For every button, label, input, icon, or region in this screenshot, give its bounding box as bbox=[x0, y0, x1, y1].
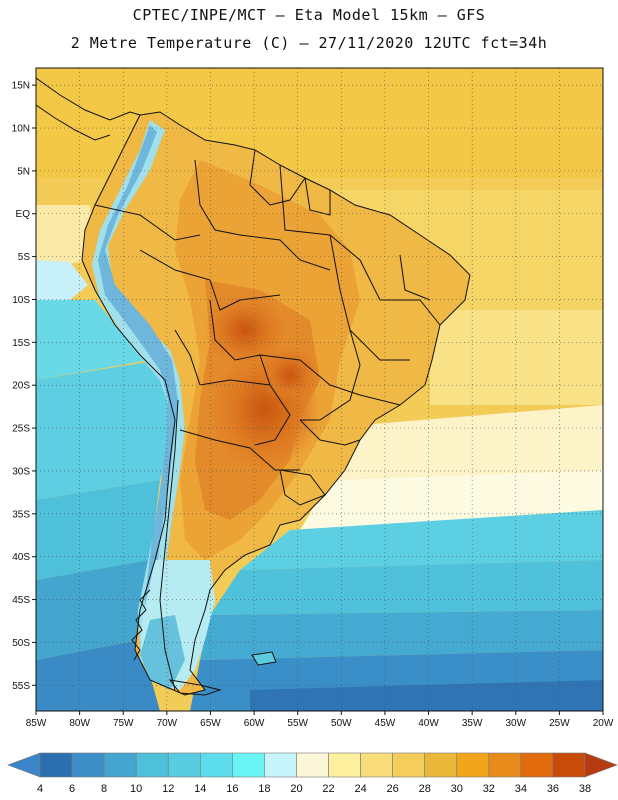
latitude-axis: 15N 10N 5N EQ 5S 10S 15S 20S 25S 30S 35S 40S 45S 50S 5… bbox=[12, 81, 36, 692]
lon-tick-label: 25W bbox=[549, 718, 570, 729]
colorbar-level-label: 32 bbox=[483, 783, 495, 795]
colorbar-level-label: 22 bbox=[322, 783, 334, 795]
colorbar-level-label: 36 bbox=[547, 783, 559, 795]
colorbar-bin bbox=[360, 752, 393, 778]
lat-tick-label: 10S bbox=[12, 295, 30, 306]
lon-tick-label: 45W bbox=[375, 718, 396, 729]
chart-title-line-1: CPTEC/INPE/MCT – Eta Model 15km – GFS bbox=[132, 6, 486, 24]
colorbar-level-label: 6 bbox=[69, 783, 75, 795]
colorbar-level-label: 8 bbox=[101, 783, 107, 795]
chart-title-line-2: 2 Metre Temperature (C) – 27/11/2020 12U… bbox=[70, 34, 548, 52]
colorbar-bin bbox=[199, 752, 233, 778]
lon-tick-label: 55W bbox=[287, 718, 308, 729]
colorbar bbox=[7, 752, 618, 778]
colorbar-level-label: 34 bbox=[515, 783, 527, 795]
colorbar-bin bbox=[71, 752, 105, 778]
lat-tick-label: 10N bbox=[12, 124, 30, 135]
colorbar-level-label: 20 bbox=[290, 783, 302, 795]
lon-tick-label: 35W bbox=[462, 718, 483, 729]
colorbar-bin bbox=[424, 752, 458, 778]
lon-tick-label: 50W bbox=[331, 718, 352, 729]
temperature-field bbox=[36, 68, 603, 711]
colorbar-bin bbox=[520, 752, 554, 778]
longitude-axis: 85W 80W 75W 70W 65W 60W 55W 50W 45W 40W 35W 30W 25W 2… bbox=[26, 711, 614, 729]
colorbar-labels: 4 6 8 10 12 14 16 18 20 22 24 26 28 30 32 34 36 38 bbox=[37, 783, 591, 795]
lat-tick-label: EQ bbox=[16, 209, 31, 220]
colorbar-bin bbox=[456, 752, 490, 778]
lat-tick-label: 55S bbox=[12, 681, 30, 692]
colorbar-level-label: 38 bbox=[579, 783, 591, 795]
colorbar-bin bbox=[264, 752, 297, 778]
colorbar-level-label: 4 bbox=[37, 783, 43, 795]
lat-tick-label: 35S bbox=[12, 509, 30, 520]
political-boundaries bbox=[36, 77, 471, 696]
lon-tick-label: 75W bbox=[113, 718, 134, 729]
colorbar-bin bbox=[552, 752, 586, 778]
colorbar-level-label: 24 bbox=[354, 783, 366, 795]
colorbar-bin bbox=[488, 752, 522, 778]
lat-tick-label: 15N bbox=[12, 81, 30, 92]
colorbar-bin bbox=[39, 752, 73, 778]
colorbar-overflow-triangle bbox=[584, 752, 618, 778]
colorbar-bin bbox=[167, 752, 201, 778]
colorbar-bin bbox=[296, 752, 329, 778]
lat-tick-label: 50S bbox=[12, 638, 30, 649]
lon-tick-label: 30W bbox=[505, 718, 526, 729]
lon-tick-label: 85W bbox=[26, 718, 47, 729]
colorbar-bin bbox=[135, 752, 169, 778]
colorbar-level-label: 12 bbox=[162, 783, 174, 795]
colorbar-level-label: 14 bbox=[194, 783, 206, 795]
colorbar-underflow-triangle bbox=[7, 752, 41, 778]
lat-tick-label: 40S bbox=[12, 552, 30, 563]
lat-lon-grid bbox=[35, 68, 604, 711]
lon-tick-label: 60W bbox=[244, 718, 265, 729]
colorbar-level-label: 10 bbox=[130, 783, 142, 795]
lon-tick-label: 40W bbox=[418, 718, 439, 729]
lat-tick-label: 20S bbox=[12, 381, 30, 392]
lat-tick-label: 30S bbox=[12, 466, 30, 477]
lon-tick-label: 80W bbox=[69, 718, 90, 729]
lon-tick-label: 70W bbox=[157, 718, 178, 729]
colorbar-bin bbox=[328, 752, 361, 778]
colorbar-level-label: 30 bbox=[451, 783, 463, 795]
lat-tick-label: 5S bbox=[18, 252, 31, 263]
lon-tick-label: 20W bbox=[593, 718, 614, 729]
lon-tick-label: 65W bbox=[200, 718, 221, 729]
colorbar-level-label: 18 bbox=[258, 783, 270, 795]
colorbar-bin bbox=[103, 752, 137, 778]
colorbar-bin bbox=[392, 752, 426, 778]
lat-tick-label: 15S bbox=[12, 338, 30, 349]
colorbar-level-label: 28 bbox=[419, 783, 431, 795]
lat-tick-label: 25S bbox=[12, 424, 30, 435]
colorbar-level-label: 16 bbox=[226, 783, 238, 795]
map-frame bbox=[35, 67, 604, 712]
lat-tick-label: 45S bbox=[12, 595, 30, 606]
lat-tick-label: 5N bbox=[17, 166, 30, 177]
colorbar-level-label: 26 bbox=[387, 783, 399, 795]
colorbar-bin bbox=[232, 752, 265, 778]
